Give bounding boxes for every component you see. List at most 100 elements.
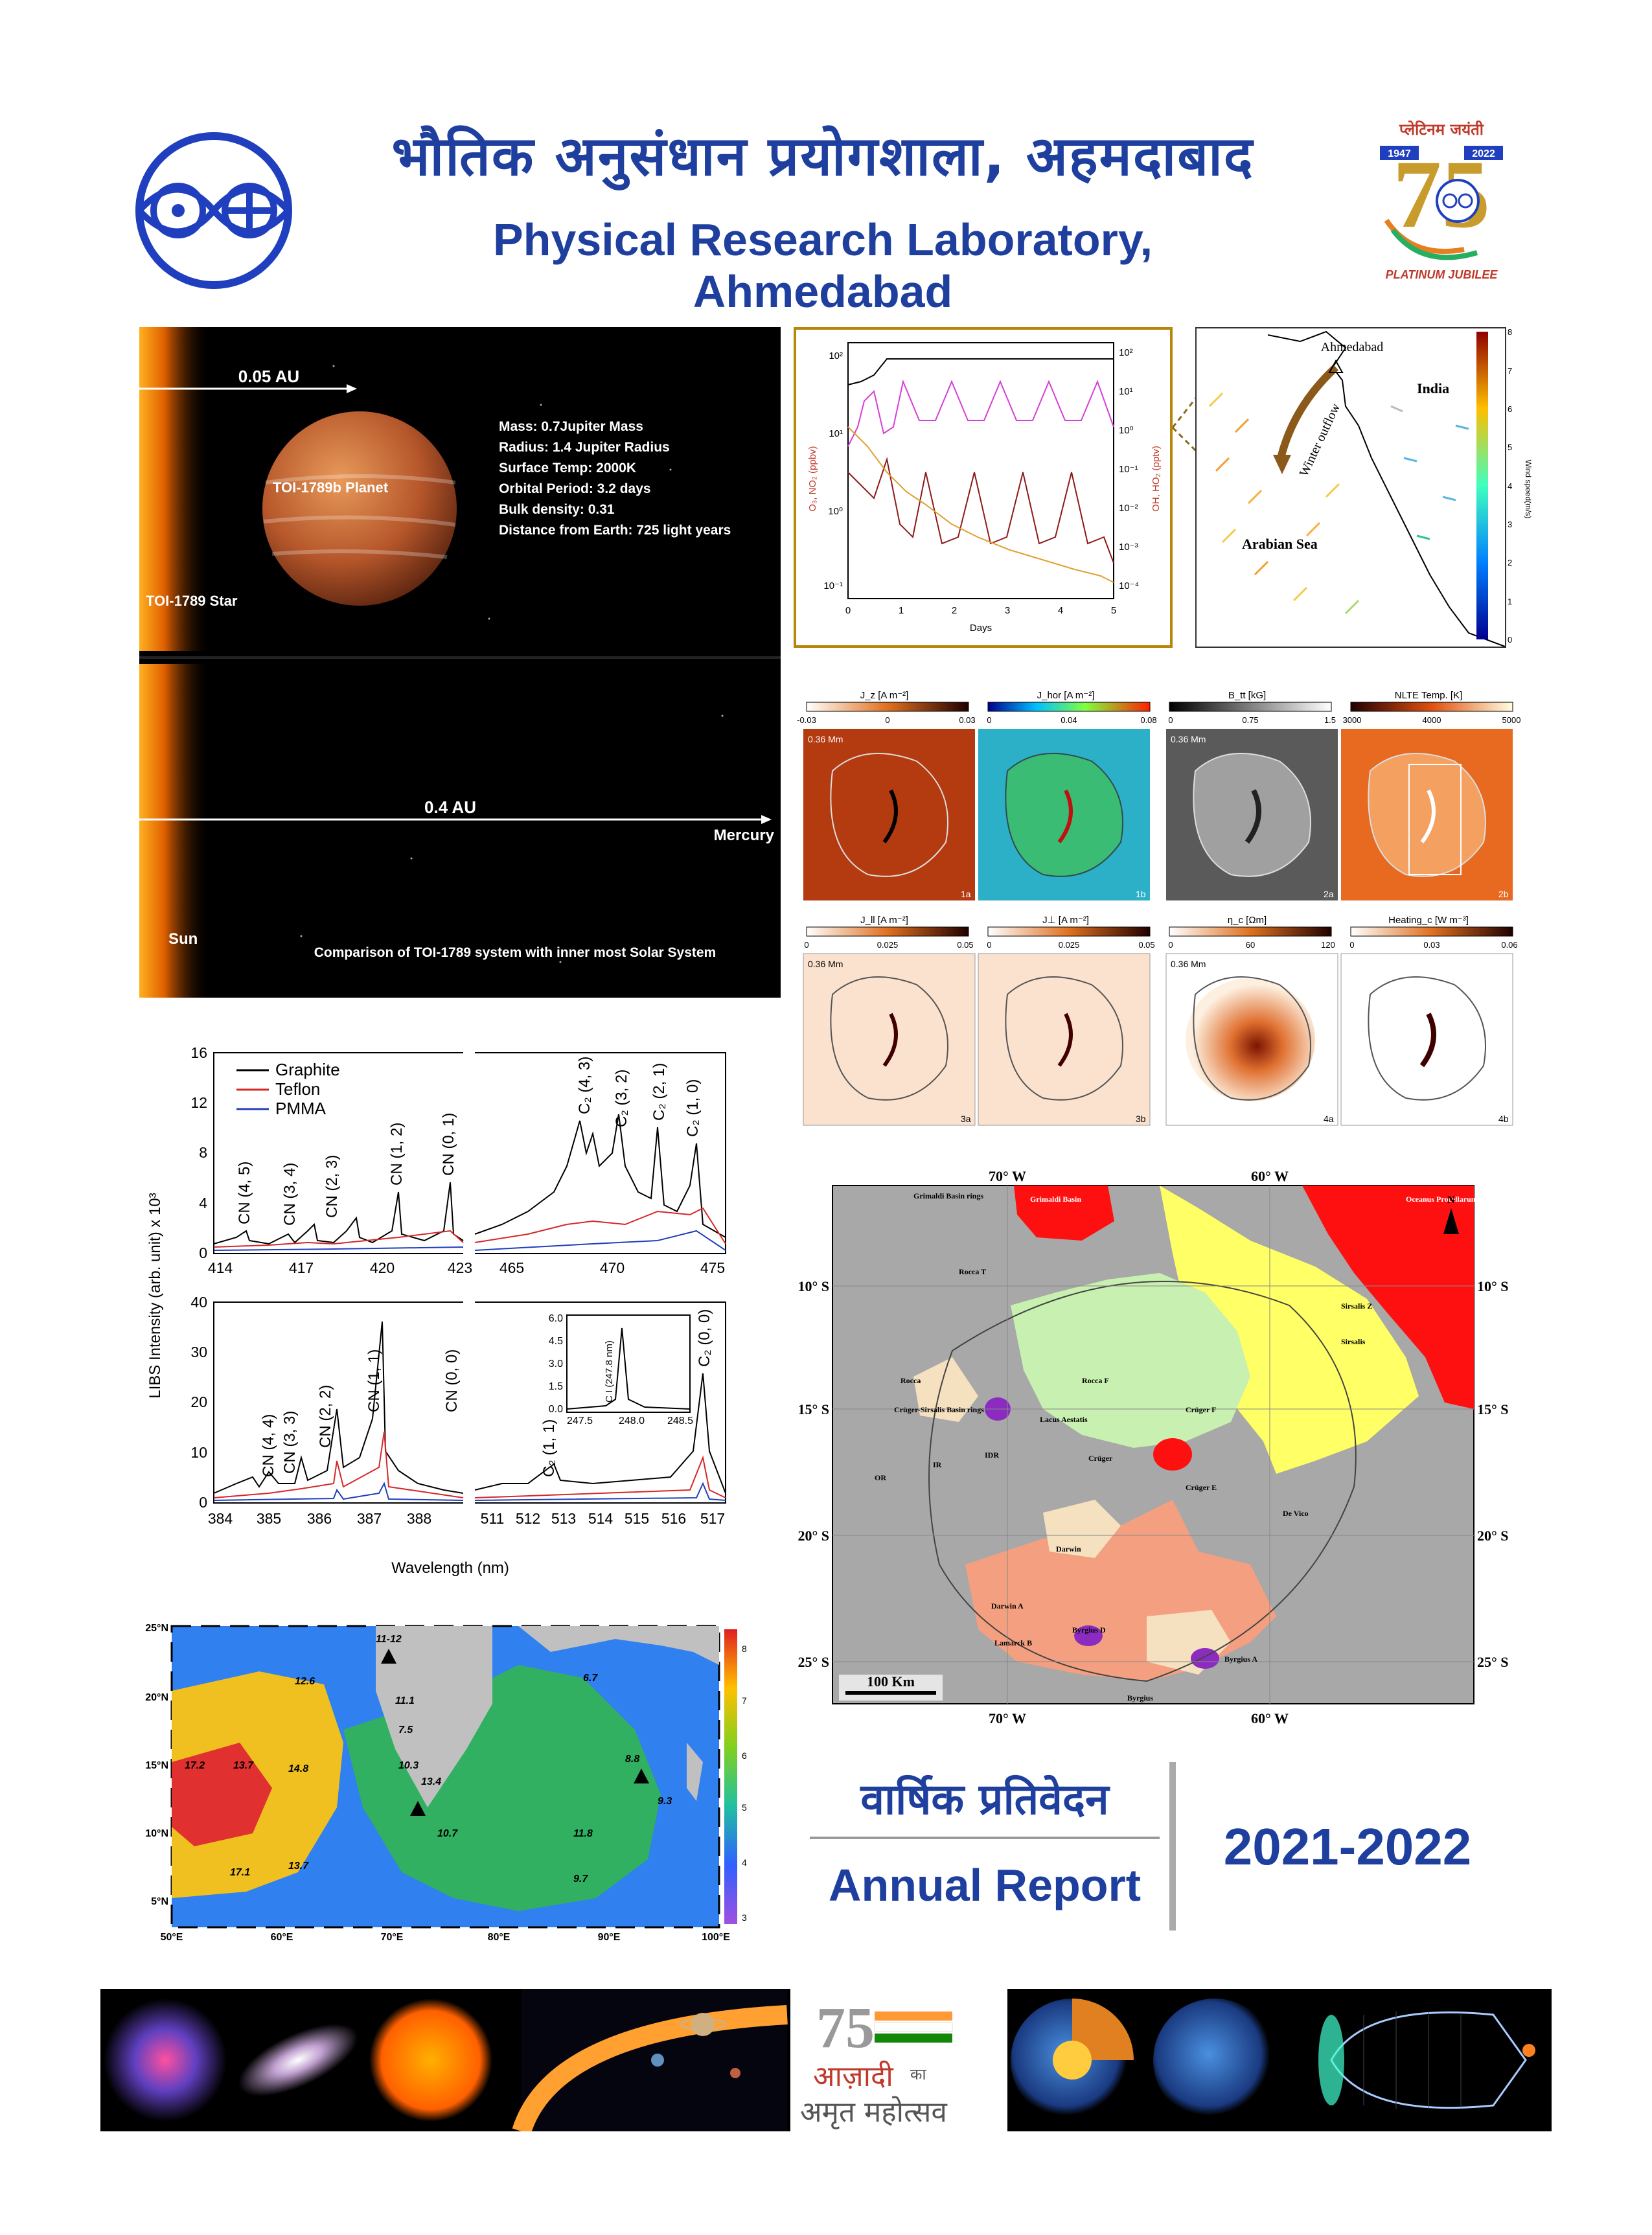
title-english: Physical Research Laboratory, Ahmedabad (492, 214, 1153, 317)
lunar-yellow (1160, 1186, 1419, 1474)
wind-cb-8: 8 (1508, 327, 1512, 337)
fact-3: Surface Temp: 2000K (499, 461, 636, 476)
lunar-l17: Darwin (1056, 1544, 1081, 1553)
libs-bot-y-4: 40 (190, 1294, 207, 1311)
sst-lon-0: 50°E (161, 1932, 183, 1943)
solar-tick-4a-1: 60 (1246, 940, 1255, 950)
report-divider (1169, 1762, 1176, 1931)
fact-4: Orbital Period: 3.2 days (499, 481, 651, 496)
chem-rtick-4: 10⁻² (1119, 503, 1138, 514)
chem-xtick-2: 2 (952, 605, 957, 616)
sst-v3: 7.5 (398, 1725, 413, 1736)
solar-tick-2a-1: 0.75 (1242, 715, 1258, 725)
sst-lat-2: 15°N (145, 1760, 168, 1771)
solar-scale-2a: 0.36 Mm (1171, 734, 1206, 744)
libs-top-x-3: 423 (448, 1259, 472, 1276)
solar-tick-3a-1: 0.025 (877, 940, 899, 950)
lunar-scale: 100 Km (867, 1673, 915, 1690)
lunar-l7: Rocca F (1082, 1376, 1109, 1385)
sst-v9: 17.1 (230, 1867, 250, 1878)
wind-map-panel: Ahmedabad India Arabian Sea Winter outfl… (1195, 327, 1506, 648)
solar-tag-4b: 4b (1498, 1114, 1509, 1124)
lunar-l10: Crüger (1088, 1454, 1113, 1463)
solar-scale-3a: 0.36 Mm (808, 959, 843, 969)
solar-title-3b: J⊥ [A m⁻²] (1042, 915, 1089, 926)
ho2-line (847, 457, 1114, 564)
planet-label: TOI-1789b Planet (273, 479, 389, 496)
libs-bot-x-11: 517 (700, 1510, 725, 1527)
lat-right-1: 15° S (1477, 1401, 1509, 1417)
sst-v10: 13.7 (288, 1861, 309, 1872)
solar-tag-2b: 2b (1498, 889, 1509, 899)
lunar-l21: Byrgius A (1224, 1655, 1257, 1664)
solar-title-1a: J_z [A m⁻²] (860, 690, 909, 701)
peak-c2-21: C₂ (2, 1) (650, 1063, 668, 1121)
lunar-l13: OR (875, 1473, 886, 1482)
libs-bot-graphite (213, 1321, 726, 1494)
solar-tag-3a: 3a (961, 1114, 971, 1124)
libs-bot-x-6: 512 (516, 1510, 540, 1527)
lunar-mare-red-right (1302, 1186, 1474, 1409)
libs-top-teflon (213, 1207, 726, 1248)
libs-chart-panel: LIBS Intensity (arb. unit) x 10³ Wavelen… (139, 1037, 739, 1581)
sun-glow-bottom (139, 664, 211, 998)
inset-y-3: 4.5 (549, 1336, 563, 1347)
supernova-remnant-image (104, 1999, 227, 2122)
solar-tick-1a-2: 0.03 (959, 715, 975, 725)
libs-bot-pmma (213, 1482, 726, 1501)
libs-inset-line (566, 1327, 691, 1410)
solar-title-4b: Heating_c [W m⁻³] (1388, 915, 1469, 926)
libs-top-x-0: 414 (208, 1259, 233, 1276)
north-arrow-icon (1443, 1208, 1459, 1234)
legend-pmma: PMMA (275, 1099, 327, 1118)
solar-tag-1a: 1a (961, 889, 971, 899)
libs-top-y-2: 8 (199, 1144, 207, 1161)
winter-outflow-arrow (1277, 364, 1339, 459)
solar-title-1b: J_hor [A m⁻²] (1037, 690, 1095, 701)
inset-x-0: 247.5 (567, 1416, 593, 1427)
libs-top-y-1: 4 (199, 1195, 207, 1211)
lunar-l18: Darwin A (991, 1601, 1024, 1610)
report-underline (810, 1837, 1160, 1839)
sst-cb-3: 3 (742, 1912, 747, 1923)
fact-2: Radius: 1.4 Jupiter Radius (499, 440, 670, 455)
sst-v7: 13.7 (233, 1760, 254, 1771)
sst-lon-2: 70°E (381, 1932, 404, 1943)
chem-xtick-0: 0 (845, 605, 851, 616)
libs-ylabel: LIBS Intensity (arb. unit) x 10³ (146, 1193, 164, 1398)
sst-v6: 14.8 (288, 1763, 308, 1774)
sst-v4: 10.3 (398, 1760, 419, 1771)
lunar-l6: Rocca (901, 1376, 921, 1385)
lunar-l12: Crüger E (1186, 1483, 1217, 1492)
wind-colorbar (1476, 332, 1488, 639)
solar-tick-3a-2: 0.05 (957, 940, 973, 950)
lunar-map-panel: 70° W 60° W 70° W 60° W 10° S 15° S 20° … (784, 1163, 1519, 1739)
inset-x-1: 248.0 (619, 1416, 645, 1427)
wind-cb-3: 3 (1508, 520, 1512, 529)
libs-bot-x-9: 515 (625, 1510, 649, 1527)
sst-lon-3: 80°E (488, 1932, 511, 1943)
earth-cutaway-image (1011, 1999, 1134, 2122)
wind-cb-0: 0 (1508, 635, 1512, 645)
solar-tick-1b-1: 0.04 (1061, 715, 1077, 725)
libs-top-y-4: 16 (190, 1044, 207, 1061)
libs-bot-x-4: 388 (407, 1510, 431, 1527)
inset-y-0: 0.0 (549, 1404, 563, 1415)
chem-xtick-5: 5 (1111, 605, 1116, 616)
solar-scale-4a: 0.36 Mm (1171, 959, 1206, 969)
solar-title-3a: J_ll [A m⁻²] (860, 915, 908, 926)
libs-legend: Graphite Teflon PMMA (236, 1060, 340, 1118)
wind-cb-7: 7 (1508, 366, 1512, 376)
wind-cb-2: 2 (1508, 558, 1512, 567)
libs-bot-x-8: 514 (588, 1510, 614, 1527)
wind-colorbar-labels: 8 7 6 5 4 3 2 1 0 Wind speed(m/s) (1506, 327, 1533, 648)
peak-cn23: CN (2, 3) (323, 1155, 341, 1218)
sun-image (369, 1999, 492, 2122)
libs-top-pmma (213, 1230, 726, 1251)
exoplanet-panel: 0.05 AU TOI-1789b Planet TOI-1789 Star M… (139, 327, 781, 998)
star-glow-top (139, 327, 211, 651)
chem-xtick-1: 1 (899, 605, 904, 616)
solar-tag-1b: 1b (1136, 889, 1146, 899)
chemistry-timeseries-panel: 0 1 2 3 4 5 Days 10² 10¹ 10⁰ 10⁻¹ 10² 10… (794, 327, 1173, 648)
wind-cb-5: 5 (1508, 442, 1512, 452)
